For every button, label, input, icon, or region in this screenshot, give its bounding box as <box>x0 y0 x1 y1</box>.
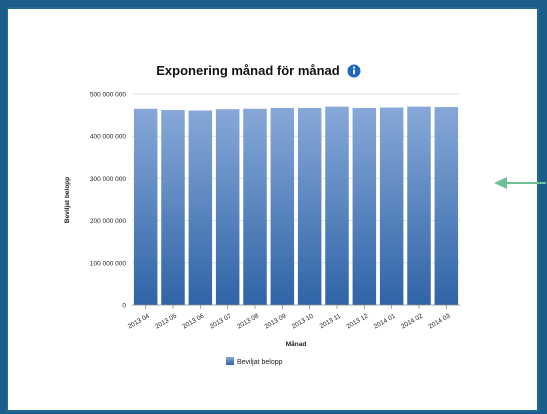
x-tick-label: 2013 10 <box>291 312 315 330</box>
x-tick-label: 2014 02 <box>400 312 424 330</box>
bar-2013-12[interactable] <box>352 107 377 306</box>
x-tick-label: 2014 01 <box>373 312 397 330</box>
x-tick-label: 2013 05 <box>154 312 178 330</box>
chart-title: Exponering månad för månad <box>156 63 340 78</box>
legend-swatch <box>226 357 234 365</box>
y-tick-label: 400 000 000 <box>90 134 127 141</box>
x-tick-label: 2013 07 <box>209 312 233 330</box>
y-tick-label: 200 000 000 <box>90 218 127 225</box>
bar-2013-08[interactable] <box>243 108 267 306</box>
x-tick-label: 2013 12 <box>345 312 369 330</box>
legend-label: Beviljat belopp <box>237 359 283 366</box>
x-tick-label: 2014 03 <box>427 312 451 330</box>
bars <box>133 106 459 306</box>
bar-2013-05[interactable] <box>161 110 185 305</box>
x-tick-label: 2013 09 <box>263 312 287 330</box>
bar-2014-03[interactable] <box>434 107 459 305</box>
gridlines <box>132 93 460 264</box>
bar-2013-10[interactable] <box>297 107 322 306</box>
x-axis-title: Månad <box>286 340 307 348</box>
arrow-left-icon <box>494 177 546 189</box>
x-tick-label: 2013 04 <box>127 312 151 330</box>
y-tick-label: 100 000 000 <box>90 260 127 267</box>
bar-2013-09[interactable] <box>270 107 295 306</box>
info-icon[interactable] <box>347 64 361 78</box>
bar-2013-11[interactable] <box>325 106 349 305</box>
bar-2013-04[interactable] <box>133 108 158 306</box>
y-tick-label: 300 000 000 <box>90 176 127 183</box>
x-axis-ticks: 2013 04 2013 05 2013 06 2013 07 2013 08 2013 … <box>127 305 452 330</box>
bar-2014-02[interactable] <box>407 106 431 305</box>
bar-2013-07[interactable] <box>215 109 240 305</box>
x-tick-label: 2013 11 <box>319 312 343 330</box>
y-axis-ticks: 0 100 000 000 200 000 000 300 000 000 400 00… <box>90 92 127 310</box>
y-axis-title: Beviljat belopp <box>64 177 71 223</box>
x-tick-label: 2013 06 <box>181 312 205 330</box>
bar-2013-06[interactable] <box>188 110 213 305</box>
bar-2014-01[interactable] <box>379 107 404 305</box>
x-tick-label: 2013 08 <box>236 312 260 330</box>
y-tick-label: 500 000 000 <box>90 92 127 99</box>
y-tick-label: 0 <box>122 303 126 310</box>
legend[interactable]: Beviljat belopp <box>226 357 283 366</box>
